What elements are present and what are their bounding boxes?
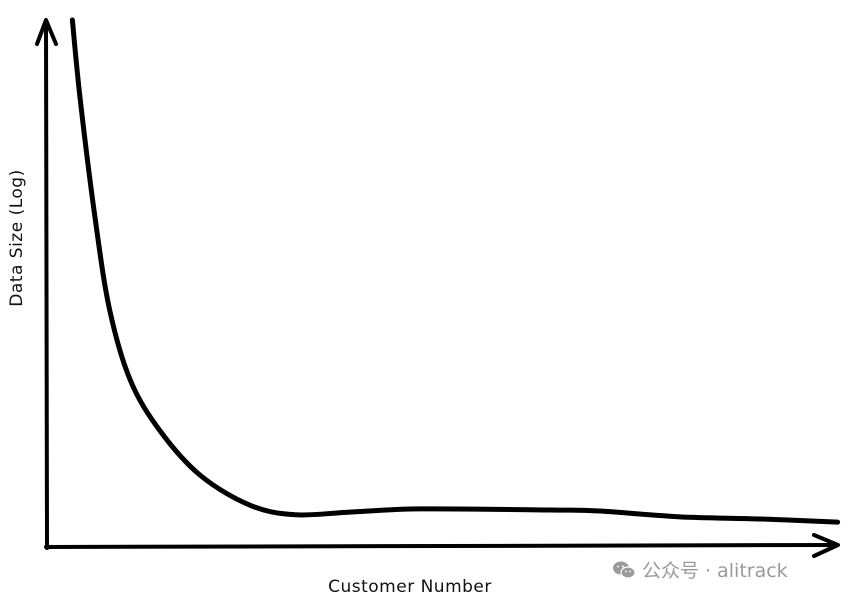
y-axis [35, 18, 58, 550]
y-axis-arrow [35, 18, 58, 46]
series-line [69, 17, 841, 525]
y-axis-label: Data Size (Log) [7, 169, 27, 306]
x-axis-label: Customer Number [328, 577, 492, 597]
x-axis-arrow [812, 533, 840, 558]
x-axis [44, 533, 840, 558]
watermark: 公众号 · alitrack [612, 556, 788, 583]
wechat-icon [613, 561, 636, 579]
watermark-text: 公众号 · alitrack [642, 560, 788, 582]
